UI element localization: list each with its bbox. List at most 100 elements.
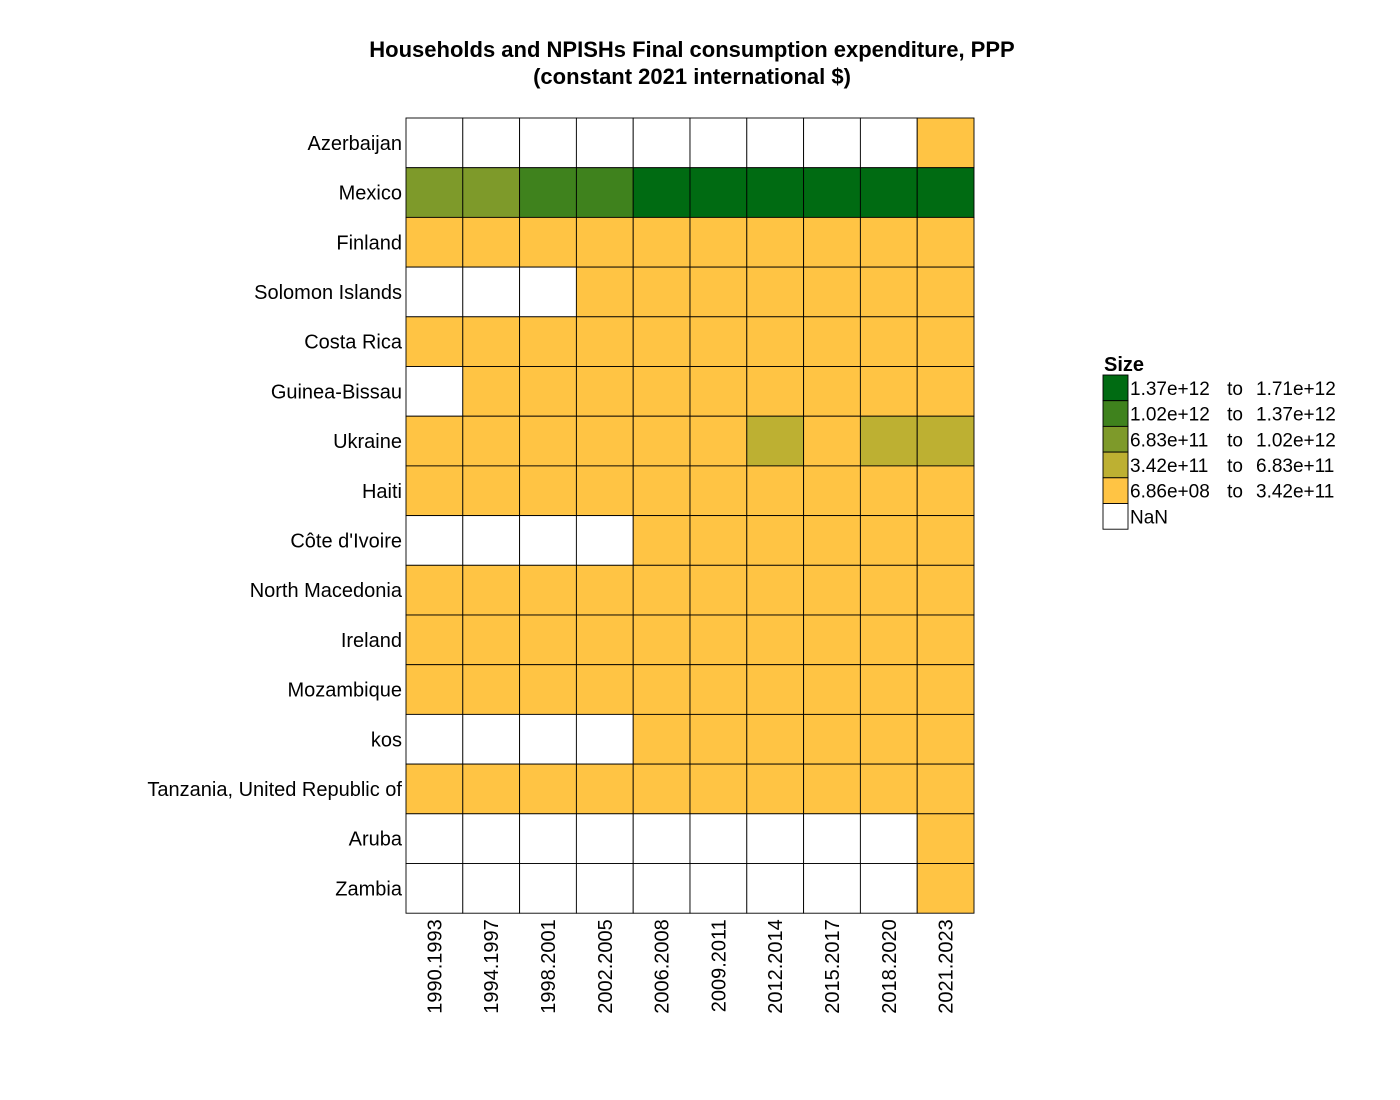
- row-label: Ukraine: [333, 431, 402, 453]
- legend-swatch: [1102, 400, 1129, 427]
- heatmap-cell: [405, 316, 464, 367]
- legend-bin-low: 6.83e+11: [1130, 430, 1208, 451]
- row-label: Tanzania, United Republic of: [147, 779, 402, 801]
- heatmap-cell: [689, 515, 748, 566]
- heatmap-cell: [632, 465, 691, 517]
- heatmap-cells: [405, 117, 975, 914]
- heatmap-cell: [859, 713, 918, 765]
- legend-range-word: to: [1227, 482, 1243, 503]
- chart-subtitle: (constant 2021 international $): [533, 64, 851, 89]
- heatmap-cell: [405, 614, 464, 666]
- heatmap-cell: [859, 216, 918, 268]
- heatmap-cell: [632, 813, 691, 864]
- heatmap-cell: [575, 117, 634, 169]
- heatmap-cell: [916, 664, 975, 715]
- heatmap-cell: [632, 713, 691, 765]
- heatmap-cell: [803, 415, 861, 467]
- heatmap-cell: [859, 415, 918, 467]
- heatmap-cell: [803, 763, 861, 815]
- heatmap-cell: [746, 465, 805, 517]
- heatmap-cell: [519, 316, 577, 367]
- row-label: Ireland: [341, 630, 402, 652]
- heatmap-cell: [575, 713, 634, 765]
- heatmap-cell: [916, 216, 975, 268]
- heatmap-cell: [462, 713, 521, 765]
- heatmap-cell: [519, 465, 577, 517]
- heatmap-cell: [405, 564, 464, 616]
- heatmap-cell: [575, 664, 634, 715]
- heatmap-cell: [746, 117, 805, 169]
- heatmap-cell: [859, 117, 918, 169]
- heatmap-cell: [405, 515, 464, 566]
- heatmap-cell: [746, 564, 805, 616]
- heatmap-cell: [746, 763, 805, 815]
- row-label: Finland: [336, 232, 402, 254]
- heatmap-cell: [632, 366, 691, 417]
- legend-bin-high: 1.37e+12: [1256, 405, 1336, 426]
- heatmap-cell: [859, 316, 918, 367]
- heatmap-cell: [462, 614, 521, 666]
- heatmap-cell: [632, 763, 691, 815]
- heatmap-cell: [689, 614, 748, 666]
- heatmap-cell: [575, 415, 634, 467]
- heatmap-cell: [689, 266, 748, 318]
- heatmap-cell: [859, 266, 918, 318]
- heatmap-cell: [859, 465, 918, 517]
- heatmap-cell: [689, 813, 748, 864]
- heatmap-cell: [405, 664, 464, 715]
- heatmap-cell: [689, 415, 748, 467]
- heatmap-cell: [575, 167, 634, 218]
- heatmap-cell: [462, 167, 521, 218]
- heatmap-cell: [405, 763, 464, 815]
- legend-bin-low: 1.37e+12: [1130, 379, 1210, 400]
- heatmap-cell: [916, 266, 975, 318]
- heatmap-cell: [859, 515, 918, 566]
- heatmap-cell: [462, 763, 521, 815]
- heatmap-cell: [916, 515, 975, 566]
- heatmap-cell: [632, 863, 691, 914]
- heatmap-cell: [575, 863, 634, 914]
- heatmap-cell: [519, 614, 577, 666]
- heatmap-cell: [575, 515, 634, 566]
- heatmap-cell: [916, 366, 975, 417]
- heatmap-cell: [632, 167, 691, 218]
- column-label: 2002.2005: [595, 919, 617, 1014]
- row-label: Côte d'Ivoire: [290, 530, 402, 552]
- heatmap-cell: [632, 117, 691, 169]
- heatmap-cell: [803, 266, 861, 318]
- legend-title: Size: [1104, 354, 1144, 376]
- heatmap-cell: [519, 167, 577, 218]
- heatmap-cell: [632, 664, 691, 715]
- heatmap-cell: [746, 415, 805, 467]
- legend-range-word: to: [1227, 456, 1243, 477]
- heatmap-cell: [632, 614, 691, 666]
- heatmap-cell: [519, 216, 577, 268]
- heatmap-cell: [462, 564, 521, 616]
- heatmap-cell: [462, 216, 521, 268]
- column-label: 1998.2001: [538, 919, 560, 1014]
- heatmap-cell: [519, 713, 577, 765]
- heatmap-cell: [462, 813, 521, 864]
- heatmap-cell: [689, 664, 748, 715]
- heatmap-cell: [405, 117, 464, 169]
- heatmap-cell: [519, 266, 577, 318]
- heatmap-cell: [803, 465, 861, 517]
- heatmap-cell: [803, 664, 861, 715]
- heatmap-cell: [803, 515, 861, 566]
- heatmap-cell: [746, 614, 805, 666]
- legend-swatch: [1102, 477, 1129, 504]
- heatmap-cell: [916, 713, 975, 765]
- heatmap-cell: [575, 366, 634, 417]
- heatmap-cell: [803, 614, 861, 666]
- heatmap-cell: [803, 167, 861, 218]
- heatmap-cell: [405, 863, 464, 914]
- heatmap-cell: [746, 813, 805, 864]
- row-labels: Azerbaijan Mexico Finland Solomon Islands Co…: [147, 133, 402, 900]
- heatmap-cell: [519, 863, 577, 914]
- heatmap-cell: [859, 813, 918, 864]
- column-label: 2009.2011: [708, 919, 730, 1012]
- heatmap-cell: [916, 316, 975, 367]
- heatmap-cell: [462, 266, 521, 318]
- legend-swatch: [1102, 425, 1129, 453]
- row-label: Solomon Islands: [254, 282, 402, 304]
